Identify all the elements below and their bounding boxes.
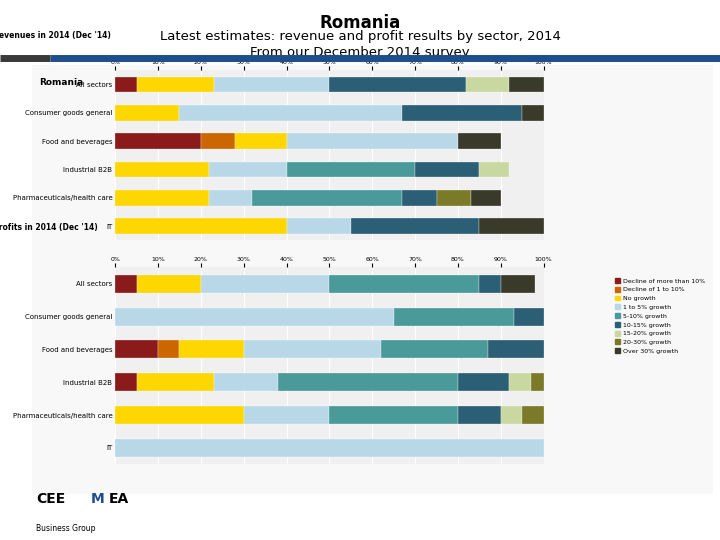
Bar	[115, 77, 137, 92]
Bar	[402, 105, 522, 120]
Bar	[137, 373, 214, 392]
Bar	[436, 190, 471, 206]
Text: Romania: Romania	[320, 14, 400, 31]
Text: Business Group: Business Group	[36, 524, 96, 532]
Bar	[115, 161, 210, 177]
Text: M: M	[91, 492, 104, 507]
Bar	[458, 133, 501, 149]
Bar	[458, 373, 509, 392]
Bar	[214, 373, 278, 392]
Bar	[480, 275, 501, 293]
Bar	[115, 218, 287, 234]
Legend: Decline of more than 10%, Decline of 1 to 10%, No growth, 1 to 5% growth, 5-10% : Decline of more than 10%, Decline of 1 t…	[613, 276, 706, 355]
Text: CEE: CEE	[36, 492, 66, 507]
Bar	[488, 340, 544, 359]
Bar	[115, 439, 544, 457]
Bar	[179, 340, 243, 359]
Bar	[243, 340, 381, 359]
Text: Revenues in 2014 (Dec '14): Revenues in 2014 (Dec '14)	[0, 31, 111, 39]
Bar	[522, 105, 544, 120]
Text: From our December 2014 survey: From our December 2014 survey	[250, 46, 470, 59]
Bar	[115, 133, 201, 149]
Bar	[214, 77, 330, 92]
Bar	[480, 161, 509, 177]
Bar	[509, 77, 544, 92]
Bar	[235, 133, 287, 149]
Bar	[115, 105, 179, 120]
Bar	[531, 373, 544, 392]
Bar	[158, 340, 179, 359]
Text: Latest estimates: revenue and profit results by sector, 2014: Latest estimates: revenue and profit res…	[160, 30, 560, 43]
Bar	[458, 406, 501, 424]
Text: EA: EA	[109, 492, 129, 507]
Bar	[137, 275, 201, 293]
Bar	[351, 218, 480, 234]
Bar	[252, 190, 402, 206]
Bar	[287, 161, 415, 177]
Text: Romania: Romania	[39, 78, 84, 87]
Bar	[394, 308, 513, 326]
Bar	[480, 218, 544, 234]
Bar	[522, 406, 544, 424]
Bar	[513, 308, 544, 326]
Bar	[201, 133, 235, 149]
Bar	[330, 275, 480, 293]
Bar	[509, 373, 531, 392]
Bar	[330, 406, 458, 424]
Bar	[243, 406, 330, 424]
Bar	[179, 105, 402, 120]
Bar	[115, 308, 394, 326]
Bar	[115, 373, 137, 392]
Bar	[115, 340, 158, 359]
Bar	[115, 406, 243, 424]
Bar	[501, 275, 535, 293]
Bar	[402, 190, 436, 206]
Bar	[467, 77, 509, 92]
Bar	[115, 275, 137, 293]
Bar	[201, 275, 329, 293]
Bar	[115, 190, 210, 206]
Bar	[210, 161, 287, 177]
Text: Profits in 2014 (Dec '14): Profits in 2014 (Dec '14)	[0, 223, 98, 232]
Bar	[137, 77, 214, 92]
Bar	[210, 190, 252, 206]
Bar	[278, 373, 458, 392]
Bar	[287, 133, 458, 149]
Bar	[415, 161, 480, 177]
Bar	[330, 77, 467, 92]
Bar	[501, 406, 522, 424]
Bar	[471, 190, 501, 206]
Bar	[287, 218, 351, 234]
Bar	[381, 340, 488, 359]
